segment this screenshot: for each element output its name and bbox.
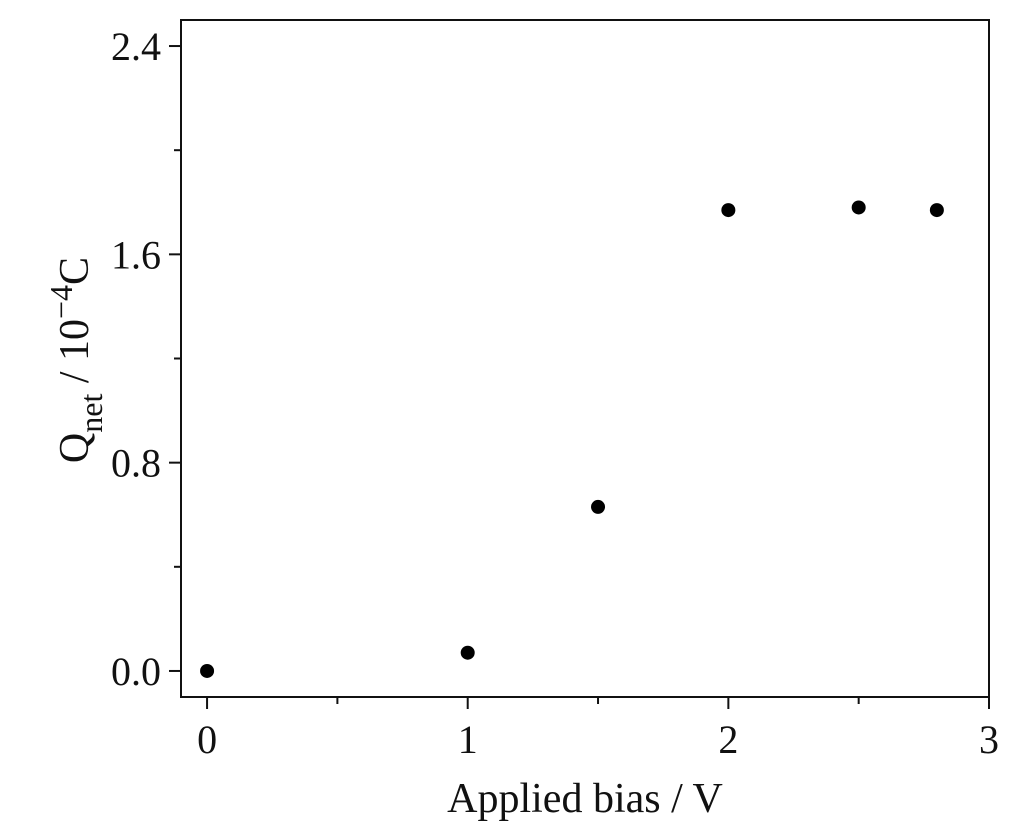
x-tick-label: 1 xyxy=(458,717,478,762)
data-point xyxy=(460,645,475,660)
y-tick-label: 1.6 xyxy=(111,232,161,277)
data-point xyxy=(851,200,866,215)
y-title-main: Q xyxy=(52,433,98,463)
plot-frame xyxy=(180,19,990,698)
y-tick-label: 0.0 xyxy=(111,649,161,694)
data-point xyxy=(721,203,736,218)
y-title-sub: net xyxy=(73,394,109,433)
data-point xyxy=(591,499,606,514)
x-axis-title: Applied bias / V xyxy=(447,776,723,822)
y-title-sup: −4 xyxy=(43,285,79,319)
y-tick-label: 0.8 xyxy=(111,441,161,486)
x-tick-label: 2 xyxy=(718,717,738,762)
y-title-mid: / 10 xyxy=(52,319,98,394)
data-point xyxy=(200,663,215,678)
y-title-end: C xyxy=(52,257,98,285)
y-axis-title: Qnet / 10−4C xyxy=(43,257,109,463)
x-tick-label: 0 xyxy=(197,717,217,762)
y-tick-label: 2.4 xyxy=(111,24,161,69)
x-tick-label: 3 xyxy=(979,717,999,762)
data-point xyxy=(929,203,944,218)
